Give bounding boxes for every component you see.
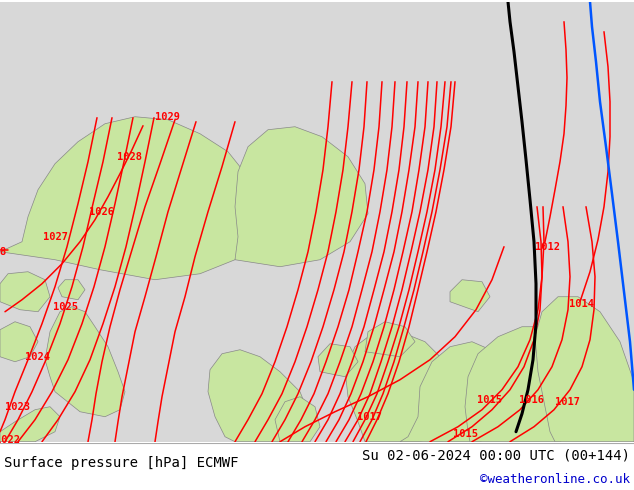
Polygon shape <box>535 297 634 441</box>
Polygon shape <box>0 272 50 312</box>
Text: 1029: 1029 <box>155 112 181 122</box>
Text: 1015: 1015 <box>453 429 477 439</box>
Text: 1017: 1017 <box>358 412 382 422</box>
Polygon shape <box>465 327 605 441</box>
Polygon shape <box>450 280 490 312</box>
Polygon shape <box>208 350 308 441</box>
Polygon shape <box>0 117 258 280</box>
Text: 8: 8 <box>0 247 5 257</box>
Polygon shape <box>345 332 465 441</box>
Text: Su 02-06-2024 00:00 UTC (00+144): Su 02-06-2024 00:00 UTC (00+144) <box>362 448 630 462</box>
Polygon shape <box>58 280 85 300</box>
Text: ©weatheronline.co.uk: ©weatheronline.co.uk <box>480 473 630 486</box>
Polygon shape <box>400 342 520 441</box>
Text: 1027: 1027 <box>42 232 67 242</box>
Text: 1023: 1023 <box>6 402 30 412</box>
Text: 1025: 1025 <box>53 302 77 312</box>
Text: 1017: 1017 <box>555 397 581 407</box>
Text: 1022: 1022 <box>0 435 20 445</box>
Polygon shape <box>318 343 358 377</box>
Text: 1012: 1012 <box>536 242 560 252</box>
Text: 1015: 1015 <box>477 395 503 405</box>
Text: Surface pressure [hPa] ECMWF: Surface pressure [hPa] ECMWF <box>4 456 238 470</box>
Polygon shape <box>275 397 320 441</box>
Text: 1024: 1024 <box>25 352 51 362</box>
Text: 1026: 1026 <box>89 207 115 217</box>
Text: 1028: 1028 <box>117 152 143 162</box>
Text: 1014: 1014 <box>569 299 595 309</box>
Text: 1016: 1016 <box>519 395 545 405</box>
Polygon shape <box>0 322 38 362</box>
Polygon shape <box>0 407 60 441</box>
Polygon shape <box>365 322 415 357</box>
Polygon shape <box>45 307 125 416</box>
Polygon shape <box>235 127 368 267</box>
